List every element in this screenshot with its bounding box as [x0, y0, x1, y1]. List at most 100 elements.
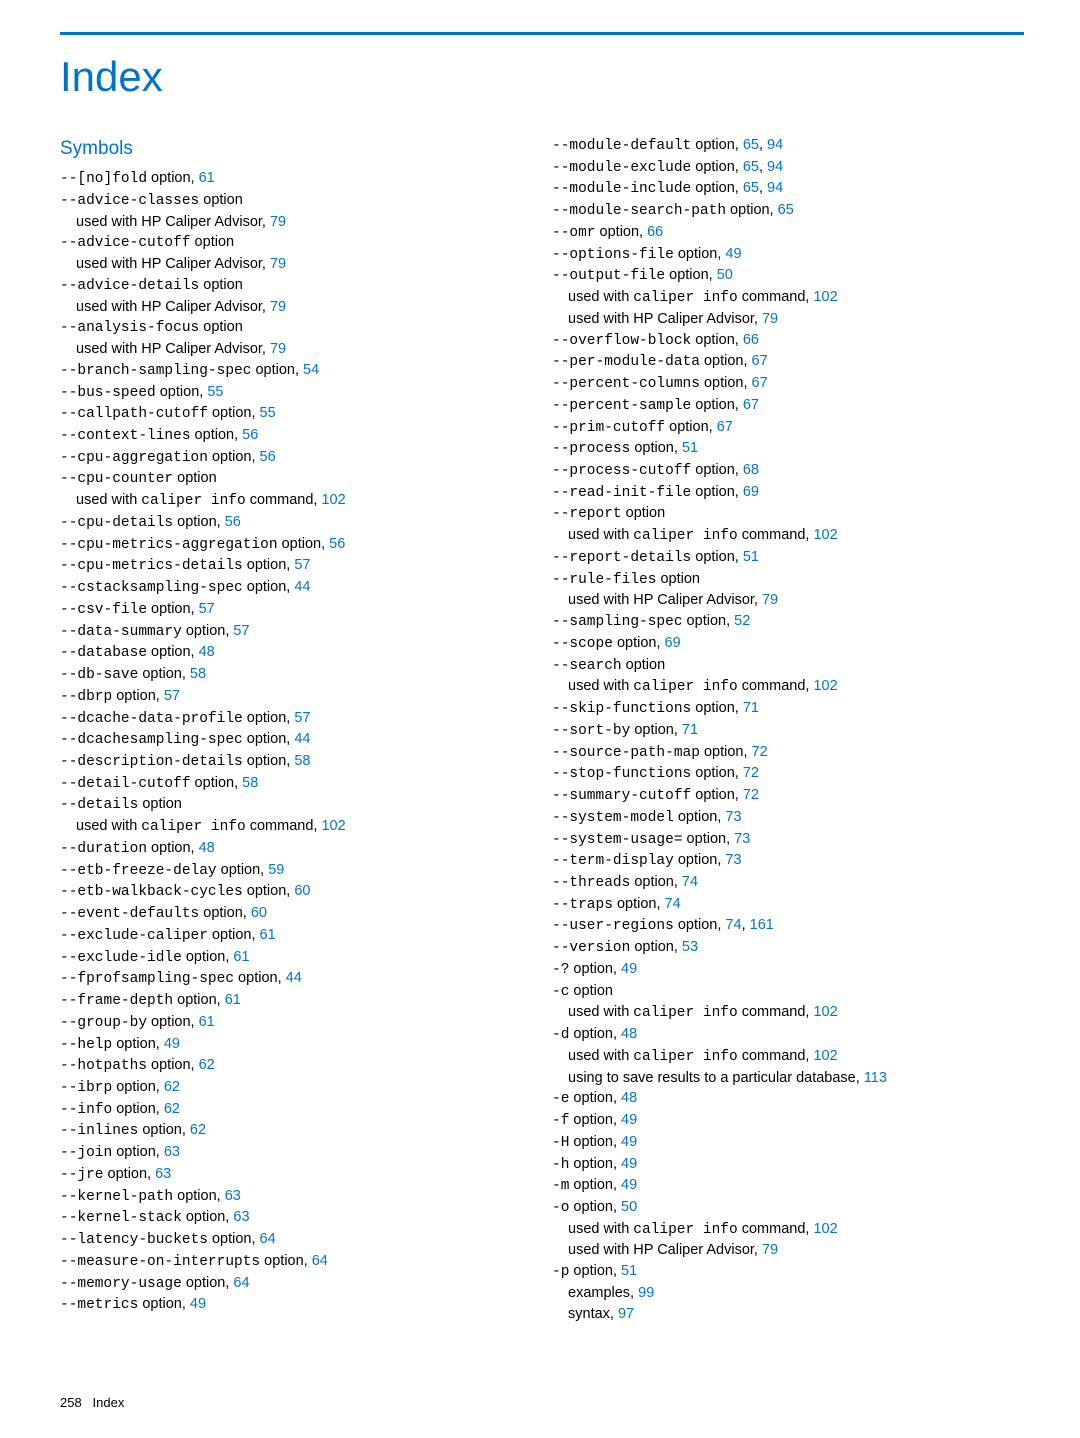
page-link[interactable]: 71: [743, 700, 759, 716]
page-link[interactable]: 67: [717, 419, 733, 435]
page-link[interactable]: 57: [294, 710, 310, 726]
page-link[interactable]: 94: [767, 137, 783, 153]
page-link[interactable]: 79: [270, 299, 286, 315]
page-link[interactable]: 63: [233, 1209, 249, 1225]
page-link[interactable]: 58: [294, 753, 310, 769]
page-link[interactable]: 57: [294, 557, 310, 573]
page-link[interactable]: 61: [260, 927, 276, 943]
page-link[interactable]: 62: [164, 1101, 180, 1117]
page-link[interactable]: 49: [164, 1036, 180, 1052]
page-link[interactable]: 73: [734, 831, 750, 847]
page-link[interactable]: 63: [164, 1144, 180, 1160]
page-link[interactable]: 44: [286, 970, 302, 986]
page-link[interactable]: 161: [750, 917, 774, 933]
page-link[interactable]: 63: [155, 1166, 171, 1182]
page-link[interactable]: 52: [734, 613, 750, 629]
page-link[interactable]: 49: [621, 1177, 637, 1193]
page-link[interactable]: 48: [621, 1090, 637, 1106]
page-link[interactable]: 74: [725, 917, 741, 933]
page-link[interactable]: 61: [199, 170, 215, 186]
page-link[interactable]: 72: [743, 765, 759, 781]
page-link[interactable]: 57: [233, 623, 249, 639]
page-link[interactable]: 65: [743, 137, 759, 153]
page-link[interactable]: 44: [294, 731, 310, 747]
page-link[interactable]: 48: [199, 840, 215, 856]
page-link[interactable]: 62: [164, 1079, 180, 1095]
page-link[interactable]: 102: [813, 1004, 837, 1020]
page-link[interactable]: 67: [752, 375, 768, 391]
page-link[interactable]: 102: [813, 289, 837, 305]
page-link[interactable]: 102: [813, 1221, 837, 1237]
page-link[interactable]: 50: [621, 1199, 637, 1215]
page-link[interactable]: 102: [321, 818, 345, 834]
page-link[interactable]: 51: [682, 440, 698, 456]
page-link[interactable]: 49: [621, 1156, 637, 1172]
page-link[interactable]: 79: [762, 1242, 778, 1258]
page-link[interactable]: 69: [743, 484, 759, 500]
page-link[interactable]: 65: [743, 159, 759, 175]
page-link[interactable]: 62: [199, 1057, 215, 1073]
page-link[interactable]: 99: [638, 1285, 654, 1301]
page-link[interactable]: 65: [778, 202, 794, 218]
page-link[interactable]: 67: [752, 353, 768, 369]
page-link[interactable]: 68: [743, 462, 759, 478]
page-link[interactable]: 74: [682, 874, 698, 890]
page-link[interactable]: 79: [270, 214, 286, 230]
page-link[interactable]: 66: [743, 332, 759, 348]
page-link[interactable]: 44: [294, 579, 310, 595]
page-link[interactable]: 79: [762, 311, 778, 327]
page-link[interactable]: 79: [270, 341, 286, 357]
page-link[interactable]: 74: [665, 896, 681, 912]
page-link[interactable]: 94: [767, 159, 783, 175]
page-link[interactable]: 60: [294, 883, 310, 899]
page-link[interactable]: 49: [190, 1296, 206, 1312]
page-link[interactable]: 113: [864, 1070, 887, 1086]
page-link[interactable]: 102: [321, 492, 345, 508]
page-link[interactable]: 61: [225, 992, 241, 1008]
page-link[interactable]: 79: [762, 592, 778, 608]
page-link[interactable]: 49: [621, 961, 637, 977]
page-link[interactable]: 60: [251, 905, 267, 921]
page-link[interactable]: 69: [665, 635, 681, 651]
page-link[interactable]: 58: [242, 775, 258, 791]
page-link[interactable]: 50: [717, 267, 733, 283]
page-link[interactable]: 64: [312, 1253, 328, 1269]
page-link[interactable]: 56: [329, 536, 345, 552]
page-link[interactable]: 51: [621, 1263, 637, 1279]
page-link[interactable]: 64: [260, 1231, 276, 1247]
page-link[interactable]: 56: [225, 514, 241, 530]
page-link[interactable]: 64: [233, 1275, 249, 1291]
page-link[interactable]: 61: [233, 949, 249, 965]
page-link[interactable]: 73: [725, 852, 741, 868]
page-link[interactable]: 55: [207, 384, 223, 400]
page-link[interactable]: 102: [813, 678, 837, 694]
page-link[interactable]: 65: [743, 180, 759, 196]
page-link[interactable]: 54: [303, 362, 319, 378]
page-link[interactable]: 97: [618, 1306, 634, 1322]
page-link[interactable]: 61: [199, 1014, 215, 1030]
page-link[interactable]: 51: [743, 549, 759, 565]
page-link[interactable]: 53: [682, 939, 698, 955]
page-link[interactable]: 73: [725, 809, 741, 825]
page-link[interactable]: 72: [743, 787, 759, 803]
page-link[interactable]: 94: [767, 180, 783, 196]
page-link[interactable]: 71: [682, 722, 698, 738]
page-link[interactable]: 56: [242, 427, 258, 443]
page-link[interactable]: 79: [270, 256, 286, 272]
page-link[interactable]: 49: [725, 246, 741, 262]
page-link[interactable]: 49: [621, 1112, 637, 1128]
page-link[interactable]: 102: [813, 527, 837, 543]
page-link[interactable]: 48: [621, 1026, 637, 1042]
page-link[interactable]: 67: [743, 397, 759, 413]
page-link[interactable]: 57: [164, 688, 180, 704]
page-link[interactable]: 63: [225, 1188, 241, 1204]
page-link[interactable]: 72: [752, 744, 768, 760]
page-link[interactable]: 59: [268, 862, 284, 878]
page-link[interactable]: 57: [199, 601, 215, 617]
page-link[interactable]: 56: [260, 449, 276, 465]
page-link[interactable]: 62: [190, 1122, 206, 1138]
page-link[interactable]: 49: [621, 1134, 637, 1150]
page-link[interactable]: 102: [813, 1048, 837, 1064]
page-link[interactable]: 55: [260, 405, 276, 421]
page-link[interactable]: 58: [190, 666, 206, 682]
